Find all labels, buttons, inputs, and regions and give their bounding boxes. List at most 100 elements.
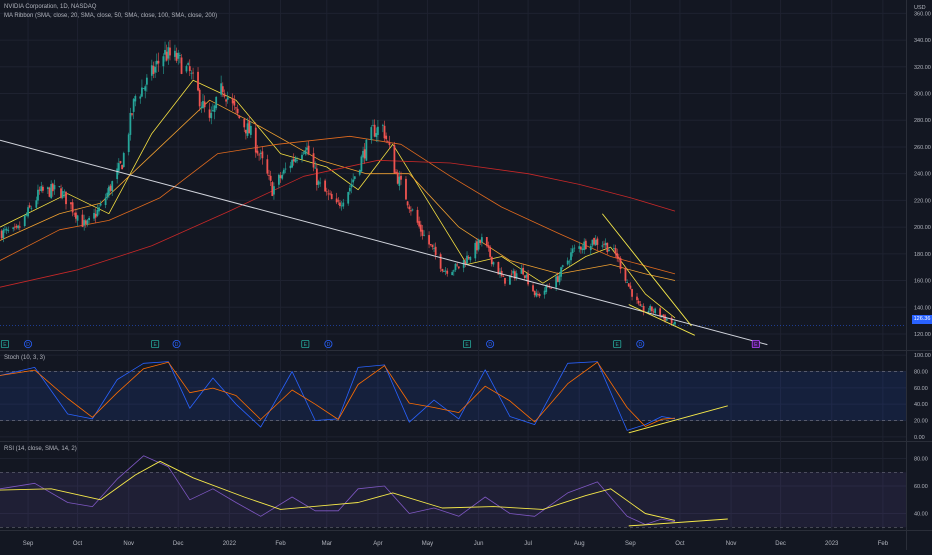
drawings[interactable] (0, 139, 906, 527)
candle-body (418, 221, 421, 227)
x-tick-label: Feb (275, 541, 286, 547)
candle-body (358, 170, 361, 175)
x-tick-label: Oct (73, 541, 83, 547)
candle-body (513, 271, 516, 279)
candle-body (452, 270, 455, 272)
candle-body (444, 270, 447, 272)
stoch-d-line (0, 361, 676, 427)
dividend-marker (486, 339, 495, 348)
candle-body (84, 220, 87, 224)
oscillator-bands (0, 371, 906, 528)
candle-body (373, 124, 376, 137)
candle-body (42, 186, 44, 191)
candle-body (537, 294, 539, 295)
x-tick-label: Apr (373, 541, 382, 547)
y-tick-label: 60.00 (914, 386, 928, 392)
candle-body (650, 306, 653, 312)
candle-body (157, 60, 160, 64)
candle-body (306, 147, 308, 150)
candle-body (117, 163, 120, 171)
candle-body (13, 226, 16, 228)
candle-body (433, 248, 435, 249)
candle-body (353, 176, 356, 179)
candle-body (558, 275, 561, 283)
candle-body (636, 296, 638, 301)
candle-body (187, 63, 190, 65)
x-tick-label: Dec (173, 541, 184, 547)
upcoming-earnings-marker (751, 339, 760, 348)
candle-body (555, 276, 558, 288)
symbol-legend[interactable]: NVIDIA Corporation, 1D, NASDAQ (4, 4, 97, 10)
candle-body (75, 212, 77, 219)
support-trendline (0, 139, 768, 346)
candle-body (106, 192, 109, 198)
candle-body (578, 246, 581, 249)
y-tick-label: 60.00 (914, 484, 928, 490)
candle-body (198, 89, 201, 107)
candle-body (408, 206, 411, 210)
candle-body (589, 245, 592, 251)
candle-body (220, 83, 223, 95)
candle-body (233, 100, 236, 106)
candle-body (543, 290, 546, 295)
candle-body (456, 264, 459, 266)
candle-body (485, 236, 488, 246)
candle-body (608, 249, 610, 252)
rsi-divergence-line (628, 518, 728, 527)
candle-body (25, 214, 28, 216)
candle-body (365, 139, 368, 161)
y-tick-label: 80.00 (914, 369, 928, 375)
stoch-legend[interactable]: Stoch (10, 3, 3) (4, 355, 46, 361)
candle-body (616, 253, 619, 259)
rsi-legend[interactable]: RSI (14, close, SMA, 14, 2) (4, 446, 77, 452)
candle-body (98, 207, 100, 212)
candle-body (88, 217, 91, 220)
y-tick-label: 100.00 (914, 353, 931, 359)
candle-body (523, 275, 526, 279)
candle-body (71, 202, 74, 213)
candle-body (335, 198, 338, 203)
x-tick-label: May (422, 541, 433, 547)
candle-body (211, 109, 214, 111)
x-tick-label: Sep (625, 541, 636, 547)
candle-body (579, 246, 582, 250)
candle-body (510, 273, 513, 275)
candle-body (246, 123, 249, 136)
candle-body (594, 239, 597, 246)
candle-body (469, 257, 472, 261)
candle-body (155, 60, 158, 65)
ma-ribbon-legend[interactable]: MA Ribbon (SMA, close, 20, SMA, close, 5… (4, 13, 218, 19)
candle-body (292, 159, 295, 162)
candle-body (48, 187, 51, 197)
wedge-line-1 (601, 213, 692, 327)
candle-body (385, 135, 388, 140)
candle-body (454, 263, 457, 271)
candle-body (532, 285, 534, 292)
candle-body (479, 240, 482, 243)
stoch-band (0, 371, 906, 421)
candle-body (177, 52, 180, 59)
candle-body (591, 239, 594, 246)
dividend-marker (172, 339, 181, 348)
candle-body (464, 261, 467, 264)
candle-body (307, 145, 310, 155)
y-tick-label: 280.00 (914, 118, 931, 124)
candle-body (664, 315, 666, 321)
candle-body (642, 305, 645, 313)
dividend-marker (636, 339, 645, 348)
y-tick-label: 260.00 (914, 145, 931, 151)
earnings-marker (301, 339, 310, 348)
candle-body (258, 154, 260, 156)
candle-body (154, 66, 157, 73)
stoch-divergence-line (628, 405, 728, 434)
candle-body (192, 72, 194, 74)
candle-body (132, 99, 135, 112)
candle-body (51, 183, 54, 192)
candle-body (593, 237, 595, 245)
candle-body (500, 270, 503, 276)
candle-body (150, 65, 153, 76)
